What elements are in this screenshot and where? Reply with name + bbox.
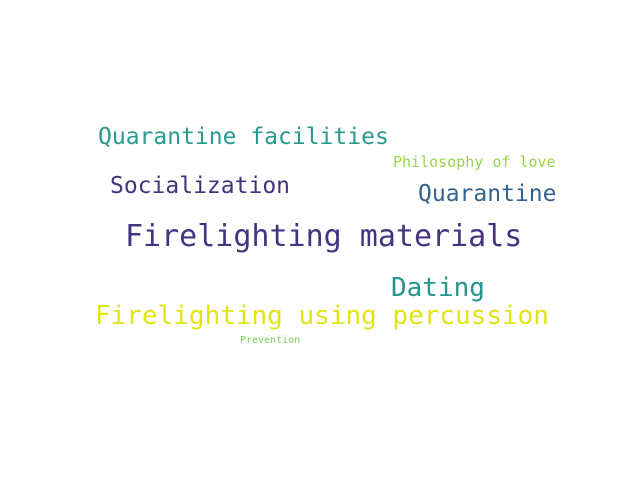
word-philosophy-of-love: Philosophy of love — [393, 153, 556, 171]
word-socialization: Socialization — [110, 173, 291, 199]
word-quarantine-facilities: Quarantine facilities — [98, 124, 389, 150]
word-prevention: Prevention — [240, 335, 301, 346]
word-firelighting-using-percussion: Firelighting using percussion — [95, 301, 549, 331]
word-firelighting-materials: Firelighting materials — [125, 219, 523, 254]
word-quarantine: Quarantine — [418, 181, 557, 207]
word-dating: Dating — [391, 273, 485, 303]
